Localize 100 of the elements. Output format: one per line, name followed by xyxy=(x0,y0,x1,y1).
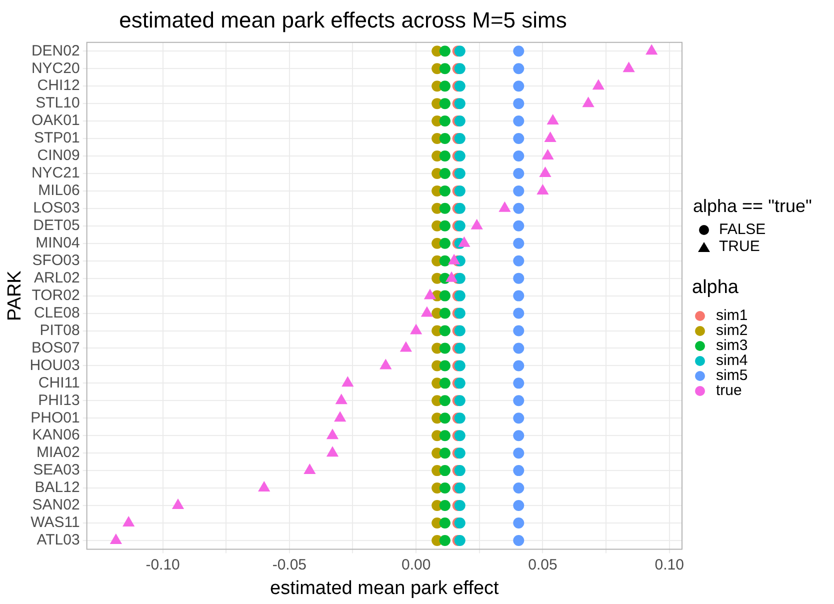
point xyxy=(513,46,524,57)
point xyxy=(439,325,450,336)
point xyxy=(439,238,450,249)
point xyxy=(439,482,450,494)
point xyxy=(513,500,524,512)
point xyxy=(513,378,524,389)
y-tick-label: LOS03 xyxy=(33,200,80,217)
point xyxy=(513,395,524,406)
point xyxy=(439,80,450,92)
y-tick-label: HOU03 xyxy=(30,356,80,374)
point xyxy=(439,308,450,319)
point xyxy=(439,46,450,57)
y-tick-label: CHI11 xyxy=(38,374,80,392)
point xyxy=(513,185,524,196)
y-tick-label: TOR02 xyxy=(32,286,80,304)
legend-label: sim3 xyxy=(716,337,748,354)
y-tick-label: MIL06 xyxy=(38,182,80,200)
x-axis-title: estimated mean park effect xyxy=(270,578,500,599)
point xyxy=(513,202,524,214)
point xyxy=(439,255,450,266)
point xyxy=(439,133,450,144)
y-tick-label: CHI12 xyxy=(37,77,80,94)
y-tick-label: NYC20 xyxy=(31,60,80,77)
point xyxy=(439,378,450,389)
y-tick-label: MIA02 xyxy=(36,444,80,462)
point xyxy=(513,168,524,179)
point xyxy=(513,116,524,127)
x-tick-label: -0.10 xyxy=(146,556,180,574)
point xyxy=(439,395,450,406)
y-tick-label: BAL12 xyxy=(34,479,80,496)
point xyxy=(439,448,450,459)
y-tick-label: STL10 xyxy=(36,94,80,112)
point xyxy=(439,185,450,196)
y-tick-label: OAK01 xyxy=(31,112,80,130)
y-tick-label: STP01 xyxy=(34,130,80,147)
y-tick-label: CIN09 xyxy=(37,147,80,164)
y-tick-label: SAN02 xyxy=(32,496,80,514)
point xyxy=(513,238,524,249)
point xyxy=(513,325,524,336)
y-tick-label: DEN02 xyxy=(31,42,80,60)
y-tick-label: ARL02 xyxy=(34,269,80,286)
legend-title: alpha xyxy=(692,277,739,298)
point xyxy=(439,168,450,179)
point xyxy=(513,150,524,162)
y-tick-label: NYC21 xyxy=(31,164,80,182)
y-tick-label: KAN06 xyxy=(32,426,80,444)
point xyxy=(439,517,450,528)
text: TRUE xyxy=(719,238,760,255)
point xyxy=(439,412,450,424)
text: alpha == "true" xyxy=(693,195,812,217)
point xyxy=(439,342,450,354)
x-tick-label: -0.05 xyxy=(272,556,307,574)
y-tick-label: MIN04 xyxy=(36,234,80,252)
point xyxy=(439,116,450,127)
legend-label: sim5 xyxy=(716,367,748,384)
x-tick-label: 0.05 xyxy=(528,556,558,574)
point xyxy=(513,220,524,232)
legend-label: sim2 xyxy=(716,322,748,340)
point xyxy=(439,290,450,302)
y-tick-label: PHI13 xyxy=(38,392,80,409)
point xyxy=(513,360,524,372)
point xyxy=(439,220,450,232)
point xyxy=(513,517,524,528)
point xyxy=(513,272,524,284)
y-tick-label: CLE08 xyxy=(34,304,80,322)
y-tick-label: DET05 xyxy=(33,217,80,234)
legend-label: sim1 xyxy=(716,307,748,324)
point xyxy=(439,534,450,546)
point xyxy=(513,290,524,302)
point xyxy=(439,150,450,162)
point xyxy=(513,308,524,319)
y-tick-label: SFO03 xyxy=(32,252,80,269)
point xyxy=(513,98,524,110)
point xyxy=(439,500,450,512)
y-tick-label: ATL03 xyxy=(36,532,80,549)
text: FALSE xyxy=(719,221,766,238)
point xyxy=(439,202,450,214)
point xyxy=(513,80,524,92)
y-tick-label: PHO01 xyxy=(30,409,80,426)
point xyxy=(513,133,524,144)
y-tick-label: SEA03 xyxy=(33,462,80,479)
point xyxy=(513,430,524,442)
chart-title: estimated mean park effects across M=5 sims xyxy=(119,7,567,32)
point xyxy=(513,255,524,266)
point xyxy=(439,360,450,372)
legend-label: true xyxy=(716,382,742,400)
point xyxy=(439,465,450,476)
point xyxy=(513,412,524,424)
point xyxy=(513,342,524,354)
point xyxy=(439,98,450,110)
point xyxy=(439,63,450,74)
y-tick-label: BOS07 xyxy=(31,339,80,356)
point xyxy=(513,465,524,476)
y-tick-label: WAS11 xyxy=(30,514,80,532)
point xyxy=(513,63,524,74)
point xyxy=(513,448,524,459)
point xyxy=(439,430,450,442)
x-tick-label: 0.00 xyxy=(401,556,431,574)
point xyxy=(513,534,524,546)
y-tick-label: PIT08 xyxy=(40,322,80,339)
